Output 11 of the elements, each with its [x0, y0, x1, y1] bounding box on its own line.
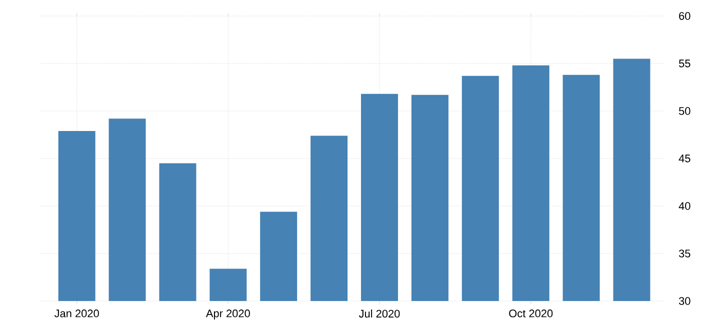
y-tick-label: 35	[678, 250, 690, 258]
x-tick-label: Oct 2020	[509, 310, 553, 318]
y-tick-label: 55	[678, 60, 690, 68]
x-tick-label: Jan 2020	[54, 310, 99, 318]
y-tick-label: 60	[679, 12, 690, 20]
y-tick-label: 40	[678, 202, 690, 210]
y-tick-label: 50	[678, 107, 690, 115]
y-tick-label: 45	[678, 154, 690, 162]
x-tick-label: Apr 2020	[206, 310, 250, 320]
x-tick-label: Jul 2020	[358, 310, 400, 318]
y-tick-label: 30	[678, 297, 690, 305]
